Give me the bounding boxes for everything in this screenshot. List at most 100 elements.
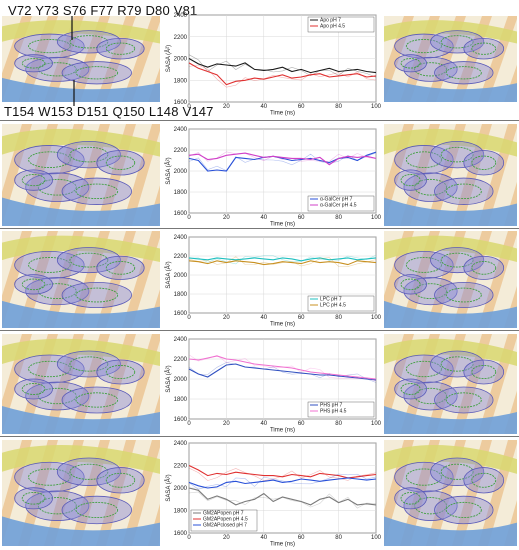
x-tick-label: 80: [335, 535, 342, 541]
y-tick-label: 2000: [174, 169, 188, 175]
x-tick-label: 100: [371, 421, 382, 427]
x-tick-label: 0: [187, 215, 191, 221]
legend-entry: α-GalCer pH 7: [320, 197, 353, 203]
y-tick-label: 2000: [174, 273, 188, 279]
x-tick-label: 100: [371, 535, 382, 541]
x-tick-label: 100: [371, 104, 382, 110]
y-tick-label: 2000: [174, 486, 188, 492]
y-axis-label: SASA (Å²): [165, 365, 172, 392]
structure-image-left-3: [2, 231, 160, 328]
legend-entry: Apo pH 7: [320, 18, 341, 24]
sasa-chart-2: 1600 1800 2000 2200 2400 0 20 40 60 80 100 Time (ns…: [165, 126, 382, 228]
y-tick-label: 1800: [174, 78, 188, 84]
y-tick-label: 2200: [174, 357, 188, 363]
x-tick-label: 20: [223, 215, 230, 221]
x-tick-label: 60: [298, 104, 305, 110]
sasa-chart-3: 1600 1800 2000 2200 2400 0 20 40 60 80 100 Time (ns…: [165, 234, 382, 328]
residue-label-bottom: T154 W153 D151 Q150 L148 V147: [4, 104, 214, 119]
y-tick-label: 1800: [174, 292, 188, 298]
structure-image-left-1: [2, 16, 160, 102]
x-tick-label: 80: [335, 315, 342, 321]
y-tick-label: 2400: [174, 13, 188, 19]
x-tick-label: 80: [335, 215, 342, 221]
residue-label-top: V72 Y73 S76 F77 R79 D80 V81: [8, 3, 198, 18]
x-tick-label: 0: [187, 421, 191, 427]
legend-entry: LPC pH 4.5: [320, 303, 346, 309]
y-tick-label: 2000: [174, 57, 188, 63]
y-axis-label: SASA (Å²): [165, 157, 172, 184]
legend-entry: GM2APclosed pH 7: [203, 523, 247, 529]
x-tick-label: 60: [298, 535, 305, 541]
series-line: [188, 465, 377, 479]
x-tick-label: 60: [298, 315, 305, 321]
x-tick-label: 80: [335, 421, 342, 427]
structure-image-right-5: [384, 440, 517, 546]
x-tick-label: 20: [223, 421, 230, 427]
series-raw-trace: [188, 467, 377, 481]
legend-entry: LPC pH 7: [320, 297, 342, 303]
y-tick-label: 1600: [174, 531, 188, 537]
row-divider: [0, 330, 519, 331]
x-tick-label: 40: [260, 535, 267, 541]
series-line: [188, 487, 377, 506]
row-divider: [0, 228, 519, 229]
x-tick-label: 100: [371, 315, 382, 321]
y-tick-label: 2400: [174, 127, 188, 133]
x-tick-label: 20: [223, 104, 230, 110]
legend-entry: α-GalCer pH 4.5: [320, 203, 357, 209]
structure-image-right-4: [384, 334, 517, 434]
series-line: [188, 260, 377, 266]
pointer-arrows: [60, 14, 90, 106]
structure-image-left-5: [2, 440, 160, 546]
x-axis-label: Time (ns): [270, 428, 295, 434]
x-tick-label: 100: [371, 215, 382, 221]
series-raw-trace: [188, 256, 377, 267]
x-tick-label: 0: [187, 315, 191, 321]
x-tick-label: 0: [187, 535, 191, 541]
x-axis-label: Time (ns): [270, 322, 295, 328]
y-tick-label: 2400: [174, 235, 188, 241]
x-tick-label: 40: [260, 215, 267, 221]
sasa-chart-1: 1600 1800 2000 2200 2400 0 20 40 60 80 100 Time (ns…: [165, 12, 382, 117]
y-tick-label: 2200: [174, 148, 188, 154]
structure-image-right-2: [384, 124, 517, 226]
x-tick-label: 80: [335, 104, 342, 110]
y-tick-label: 2200: [174, 35, 188, 41]
legend-box: [307, 195, 375, 212]
legend-entry: PHS pH 4.5: [320, 409, 347, 415]
x-axis-label: Time (ns): [270, 542, 295, 548]
x-tick-label: 60: [298, 421, 305, 427]
y-tick-label: 1800: [174, 190, 188, 196]
y-tick-label: 1600: [174, 417, 188, 423]
series-line: [188, 152, 377, 166]
series-line: [188, 58, 377, 74]
y-axis-label: SASA (Å²): [165, 45, 172, 72]
y-axis-label: SASA (Å²): [165, 474, 172, 501]
y-tick-label: 2000: [174, 377, 188, 383]
row-divider: [0, 436, 519, 437]
legend-box: [307, 295, 375, 312]
y-tick-label: 1800: [174, 509, 188, 515]
y-tick-label: 1800: [174, 397, 188, 403]
x-tick-label: 20: [223, 535, 230, 541]
series-line: [188, 355, 377, 380]
x-tick-label: 20: [223, 315, 230, 321]
y-tick-label: 2400: [174, 441, 188, 447]
y-tick-label: 2400: [174, 337, 188, 343]
sasa-chart-4: 1600 1800 2000 2200 2400 0 20 40 60 80 100 Time (ns…: [165, 336, 382, 434]
x-axis-label: Time (ns): [270, 222, 295, 228]
y-tick-label: 1600: [174, 311, 188, 317]
legend-entry: Apo pH 4.5: [320, 24, 345, 30]
legend-box: [307, 401, 375, 418]
legend-entry: GM2APopen pH 4.5: [203, 517, 248, 523]
y-tick-label: 2200: [174, 254, 188, 260]
series-line: [188, 151, 377, 172]
sasa-chart-5: 1600 1800 2000 2200 2400 0 20 40 60 80 100 Time (ns…: [165, 440, 382, 548]
structure-image-left-2: [2, 124, 160, 226]
y-tick-label: 1600: [174, 100, 188, 106]
x-axis-label: Time (ns): [270, 111, 295, 117]
y-tick-label: 2200: [174, 464, 188, 470]
x-tick-label: 40: [260, 315, 267, 321]
legend-entry: PHS pH 7: [320, 403, 342, 409]
legend-box: [190, 509, 258, 532]
